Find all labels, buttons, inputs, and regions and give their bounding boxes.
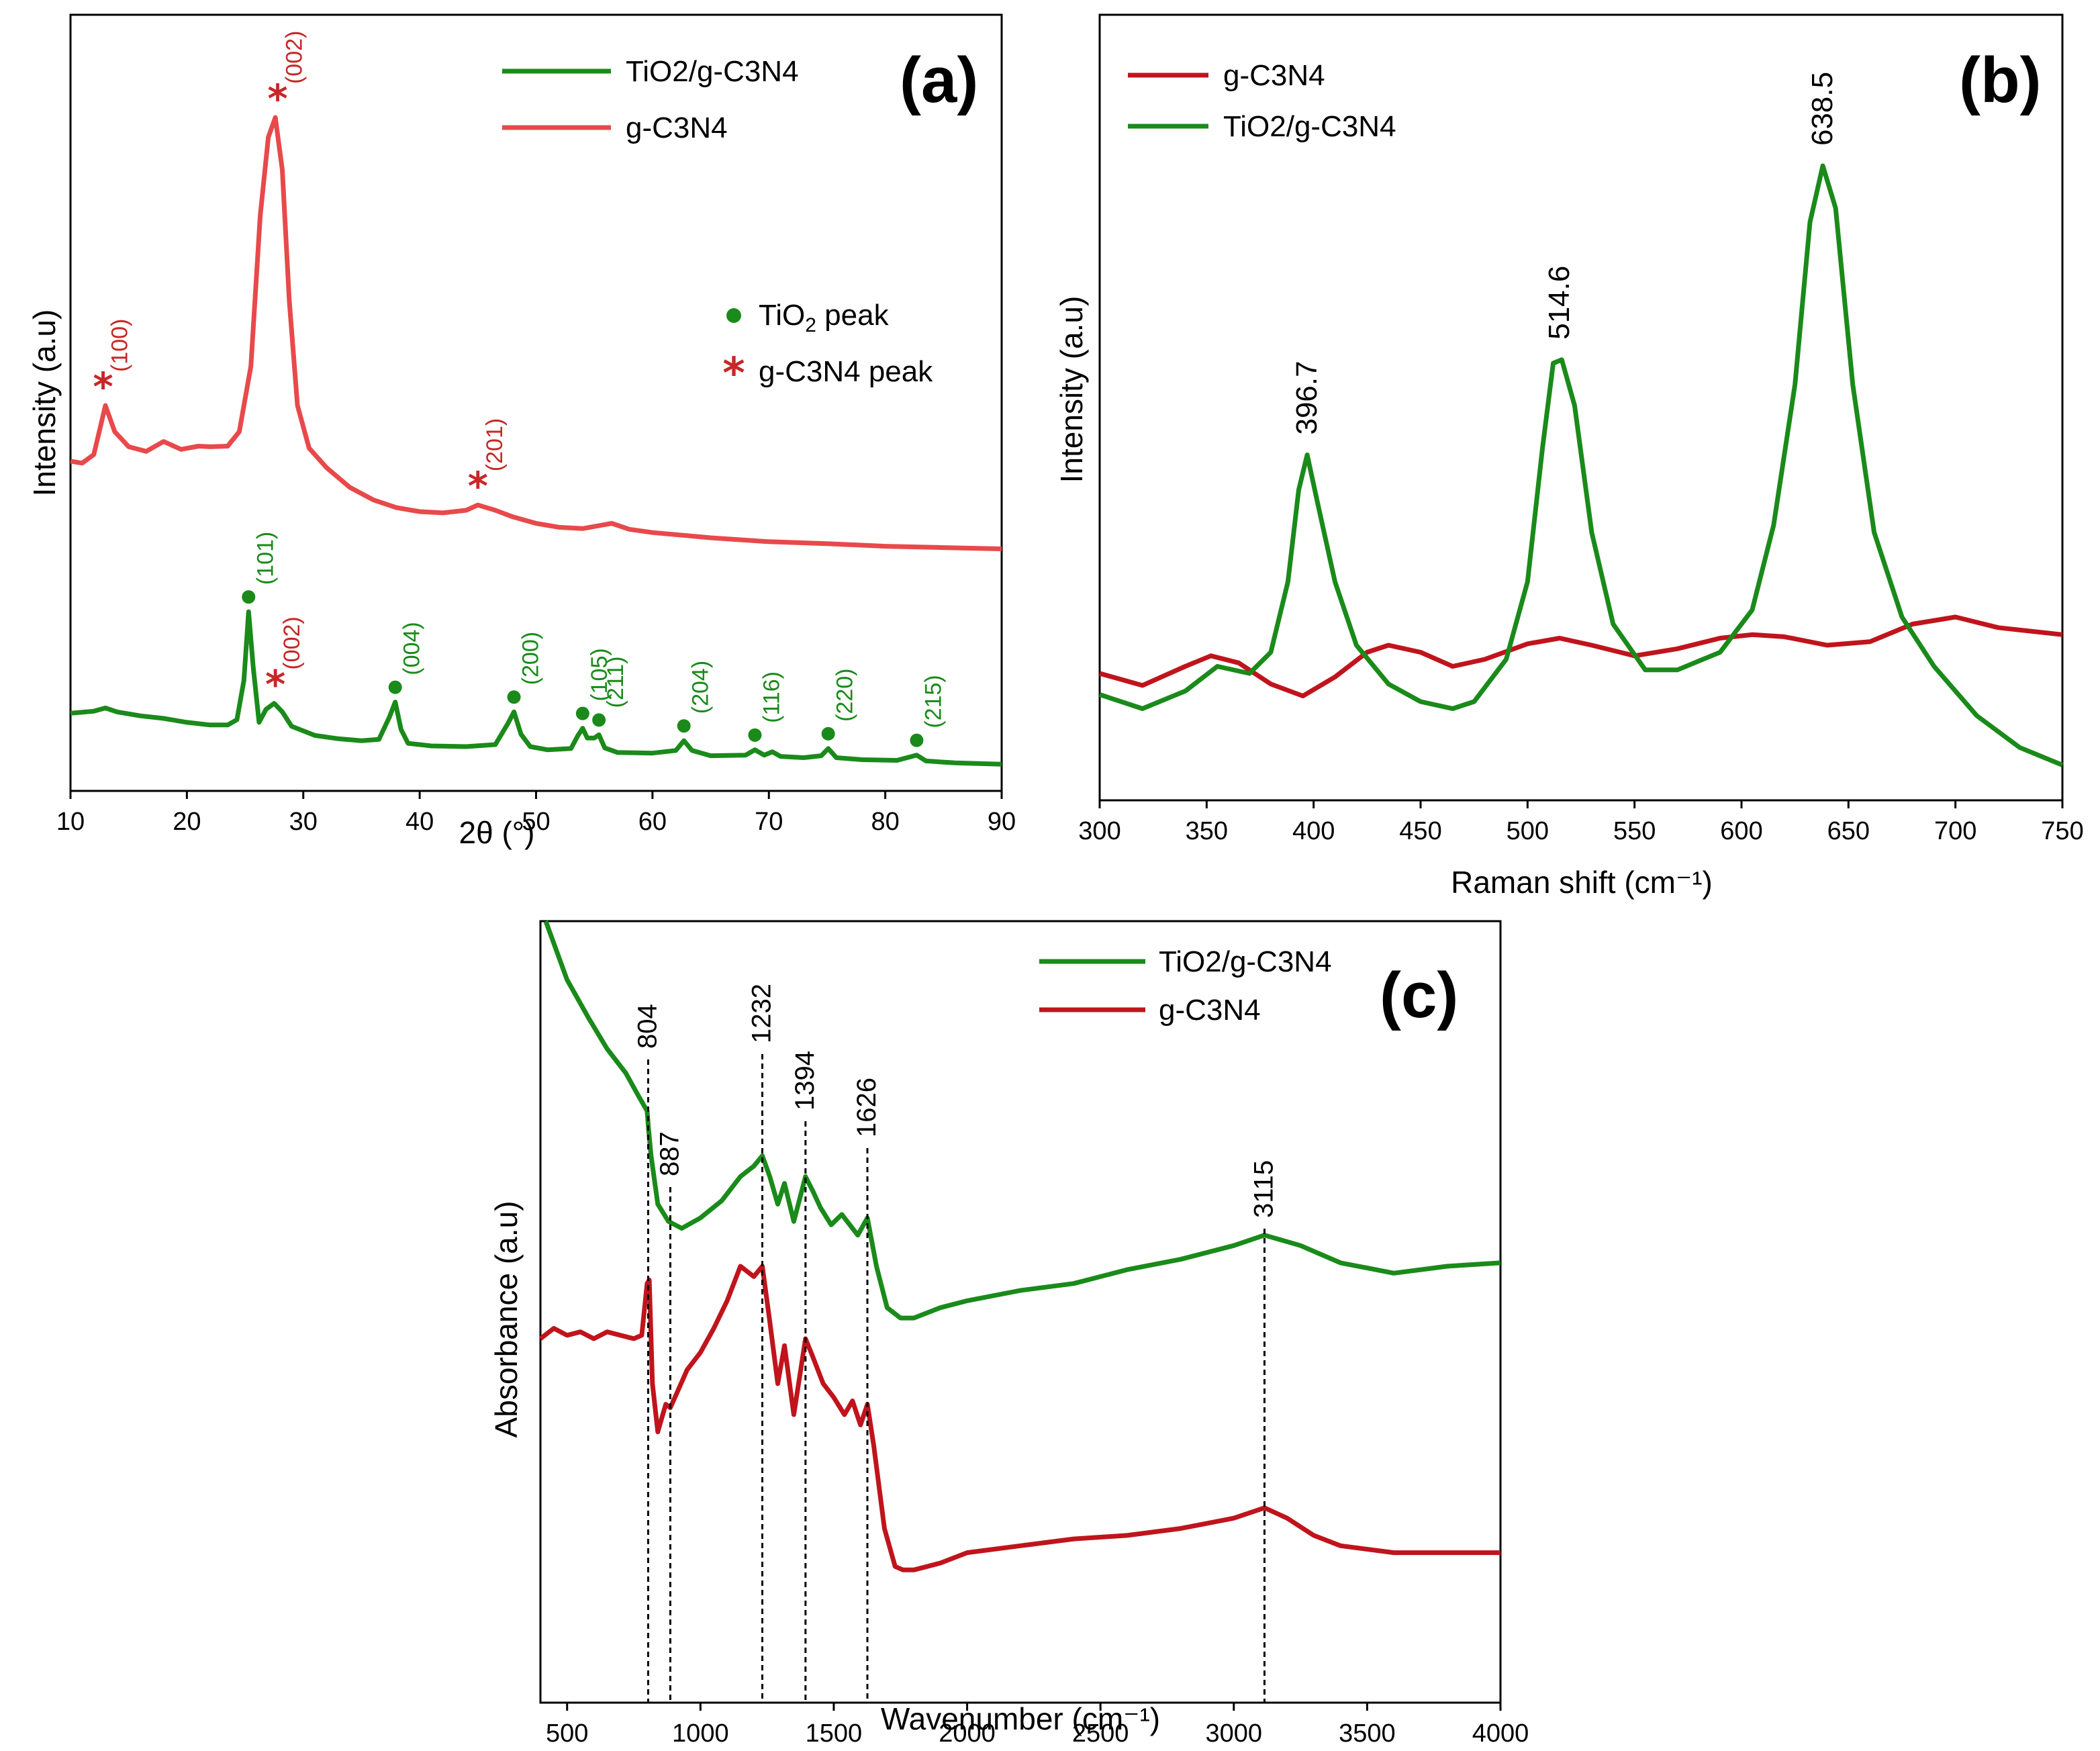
panel-a-y-axis-label: Intensity (a.u) <box>27 310 62 497</box>
gc3n4-peak-star-icon: * <box>722 349 745 399</box>
panel-c-plot-area <box>539 920 1502 1704</box>
panel-a-peak-label: (200) <box>518 632 544 685</box>
legend-c-tio2-label: TiO2/g-C3N4 <box>1159 945 1332 978</box>
panel-a-series-tio2-g-c3n4 <box>70 609 1002 767</box>
panel-b-series-g-c3n4 <box>1099 614 2063 699</box>
panel-b-peak-label: 396.7 <box>1290 361 1323 434</box>
panel-b-x-tick-label: 400 <box>1292 817 1335 845</box>
panel-a-peak-label: (211) <box>603 657 628 708</box>
panel-a-peak-dot-icon <box>592 713 606 727</box>
legend-a-gc3n4-label: g-C3N4 <box>626 111 728 144</box>
panel-b-label: (b) <box>1959 44 2042 116</box>
panel-b-series-tio2-g-c3n4 <box>1098 163 2064 767</box>
panel-a-peak-star-icon: * <box>265 662 285 708</box>
panel-c-reference-label: 1626 <box>852 1078 881 1137</box>
panel-b-peak-label: 514.6 <box>1543 266 1576 340</box>
panel-a-peak-dot-icon <box>821 726 835 741</box>
panel-c-series-tio2-g-c3n4 <box>543 920 1501 1321</box>
legend-b-gc3n4-label: g-C3N4 <box>1223 59 1325 92</box>
panel-a-peak-dot-icon <box>910 733 924 747</box>
panel-a-x-tick-label: 30 <box>289 808 318 836</box>
panel-b-x-tick-label: 600 <box>1720 817 1762 845</box>
panel-a-peak-label: (002) <box>282 31 307 84</box>
panel-b-y-axis-label: Intensity (a.u) <box>1054 296 1089 483</box>
panel-a-x-tick-label: 40 <box>405 808 434 836</box>
panel-b-x-tick-label: 450 <box>1399 817 1441 845</box>
panel-c-x-axis-label: Wavenumber (cm⁻¹) <box>881 1701 1160 1736</box>
panel-a-peak-dot-icon <box>242 590 256 604</box>
panel-c-y-axis-label: Absorbance (a.u) <box>489 1201 524 1438</box>
panel-a-peak-label: (004) <box>399 622 425 675</box>
panel-a-peak-label: (201) <box>482 418 508 471</box>
panel-a-label: (a) <box>900 44 978 116</box>
panel-c-label: (c) <box>1380 959 1458 1031</box>
panel-b-legend: g-C3N4 TiO2/g-C3N4 <box>1128 59 1396 143</box>
panel-b-plot-area <box>1098 13 2064 802</box>
panel-a-peak-label: (220) <box>832 669 858 722</box>
panel-a-x-axis-label: 2θ (°) <box>459 815 535 850</box>
panel-b-x-tick-label: 550 <box>1613 817 1656 845</box>
gc3n4-peak-legend-label: g-C3N4 peak <box>759 355 933 388</box>
panel-c-reference-label: 1232 <box>747 984 776 1043</box>
panel-c-reference-label: 3115 <box>1249 1160 1278 1218</box>
panel-c-x-tick-label: 1500 <box>806 1719 863 1748</box>
panel-a-peak-label: (002) <box>279 616 305 669</box>
legend-b-tio2-label: TiO2/g-C3N4 <box>1223 110 1396 143</box>
panel-a-peak-label: (116) <box>759 671 784 723</box>
panel-a-legend: TiO2/g-C3N4 g-C3N4 <box>502 55 799 144</box>
panel-c-x-tick-label: 3500 <box>1339 1719 1396 1748</box>
panel-b-raman: 300 350 400 450 500 550 600 650 700 750 396.7 514.… <box>1054 13 2084 900</box>
panel-b-x-tick-label: 700 <box>1934 817 1976 845</box>
tio2-peak-legend-label: TiO2 peak <box>759 299 890 336</box>
panel-a-peak-label: (215) <box>920 675 946 728</box>
panel-a-peak-dot-icon <box>388 680 402 694</box>
panel-a-x-tick-label: 60 <box>638 808 667 836</box>
panel-a-series-g-c3n4 <box>70 115 1002 551</box>
panel-a-peak-dot-icon <box>677 719 691 733</box>
panel-b-peak-label: 638.5 <box>1806 72 1839 146</box>
panel-b-x-tick-label: 300 <box>1078 817 1120 845</box>
panel-a-peak-star-icon: * <box>468 463 488 509</box>
panel-a-marker-legend: TiO2 peak * g-C3N4 peak <box>722 299 933 399</box>
panel-c-series-g-c3n4 <box>538 1264 1500 1572</box>
panel-c-reference-label: 1394 <box>790 1051 820 1110</box>
panel-b-x-tick-label: 500 <box>1507 817 1549 845</box>
panel-a-x-tick-label: 50 <box>522 808 550 836</box>
panel-a-x-tick-label: 20 <box>173 808 201 836</box>
panel-a-peak-label: (101) <box>252 532 278 585</box>
panel-a-x-tick-label: 10 <box>56 808 85 836</box>
panel-b-x-tick-label: 350 <box>1186 817 1228 845</box>
panel-a-xrd: 10 20 30 40 50 60 70 80 90 *(100)*(002)*(201)(10… <box>27 13 1016 850</box>
panel-a-peak-dot-icon <box>575 706 589 720</box>
panel-a-peak-label: (204) <box>688 661 714 714</box>
panel-a-peak-star-icon: * <box>93 364 113 410</box>
panel-a-peak-dot-icon <box>748 728 762 742</box>
panel-b-x-tick-label: 650 <box>1827 817 1870 845</box>
panel-a-x-tick-label: 90 <box>988 808 1016 836</box>
panel-c-legend: TiO2/g-C3N4 g-C3N4 <box>1039 945 1332 1027</box>
panel-a-x-tick-label: 80 <box>871 808 899 836</box>
panel-c-reference-label: 804 <box>632 1004 662 1049</box>
panel-a-peak-label: (100) <box>107 319 133 372</box>
panel-b-x-axis-label: Raman shift (cm⁻¹) <box>1451 865 1713 900</box>
panel-c-x-tick-label: 500 <box>546 1719 588 1748</box>
panel-b-x-tick-label: 750 <box>2041 817 2083 845</box>
tio2-peak-dot-icon <box>726 308 741 323</box>
panel-a-peak-star-icon: * <box>267 76 287 122</box>
panel-c-x-tick-label: 4000 <box>1472 1719 1529 1748</box>
panel-c-ftir: 500 1000 1500 2000 2500 3000 3500 4000 804 887 12… <box>489 920 1529 1748</box>
panel-c-reference-label: 887 <box>655 1131 684 1176</box>
panel-a-peak-dot-icon <box>507 690 521 704</box>
panel-c-x-tick-label: 1000 <box>672 1719 729 1748</box>
panel-c-x-tick-label: 2500 <box>1072 1719 1129 1748</box>
panel-c-x-tick-label: 3000 <box>1206 1719 1263 1748</box>
legend-c-gc3n4-label: g-C3N4 <box>1159 994 1261 1027</box>
panel-c-x-tick-label: 2000 <box>939 1719 996 1748</box>
legend-a-tio2-label: TiO2/g-C3N4 <box>626 55 799 88</box>
panel-a-peak-label: (105) <box>587 648 612 701</box>
panel-a-x-tick-label: 70 <box>755 808 783 836</box>
